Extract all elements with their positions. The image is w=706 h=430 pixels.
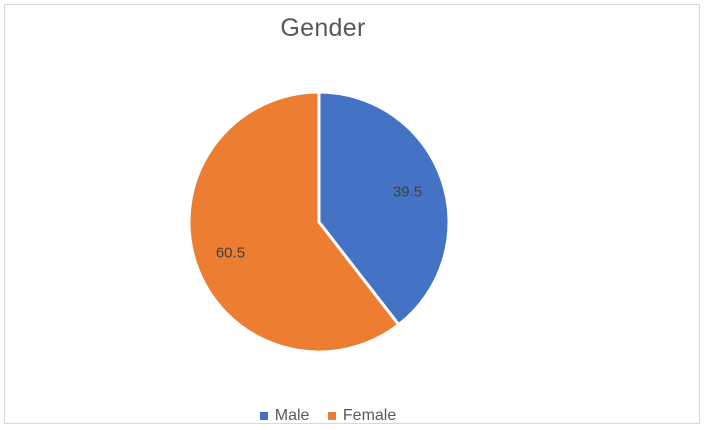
pie-slice-male [317,90,451,327]
legend-swatch-female [327,412,336,420]
legend-item-female: Female [327,407,397,425]
pie-chart: 39.5 60.5 [187,90,451,354]
chart-title: Gender [280,14,366,42]
data-label-male: 39.5 [393,184,422,201]
chart-legend: Male Female [5,407,651,425]
legend-item-male: Male [259,407,310,425]
legend-label-male: Male [274,407,310,424]
data-label-female: 60.5 [216,244,245,261]
legend-swatch-male [259,412,268,420]
legend-label-female: Female [342,407,397,424]
chart-area: Gender 39.5 60.5 Male Female [4,4,700,424]
pie-slice-female [187,90,401,354]
